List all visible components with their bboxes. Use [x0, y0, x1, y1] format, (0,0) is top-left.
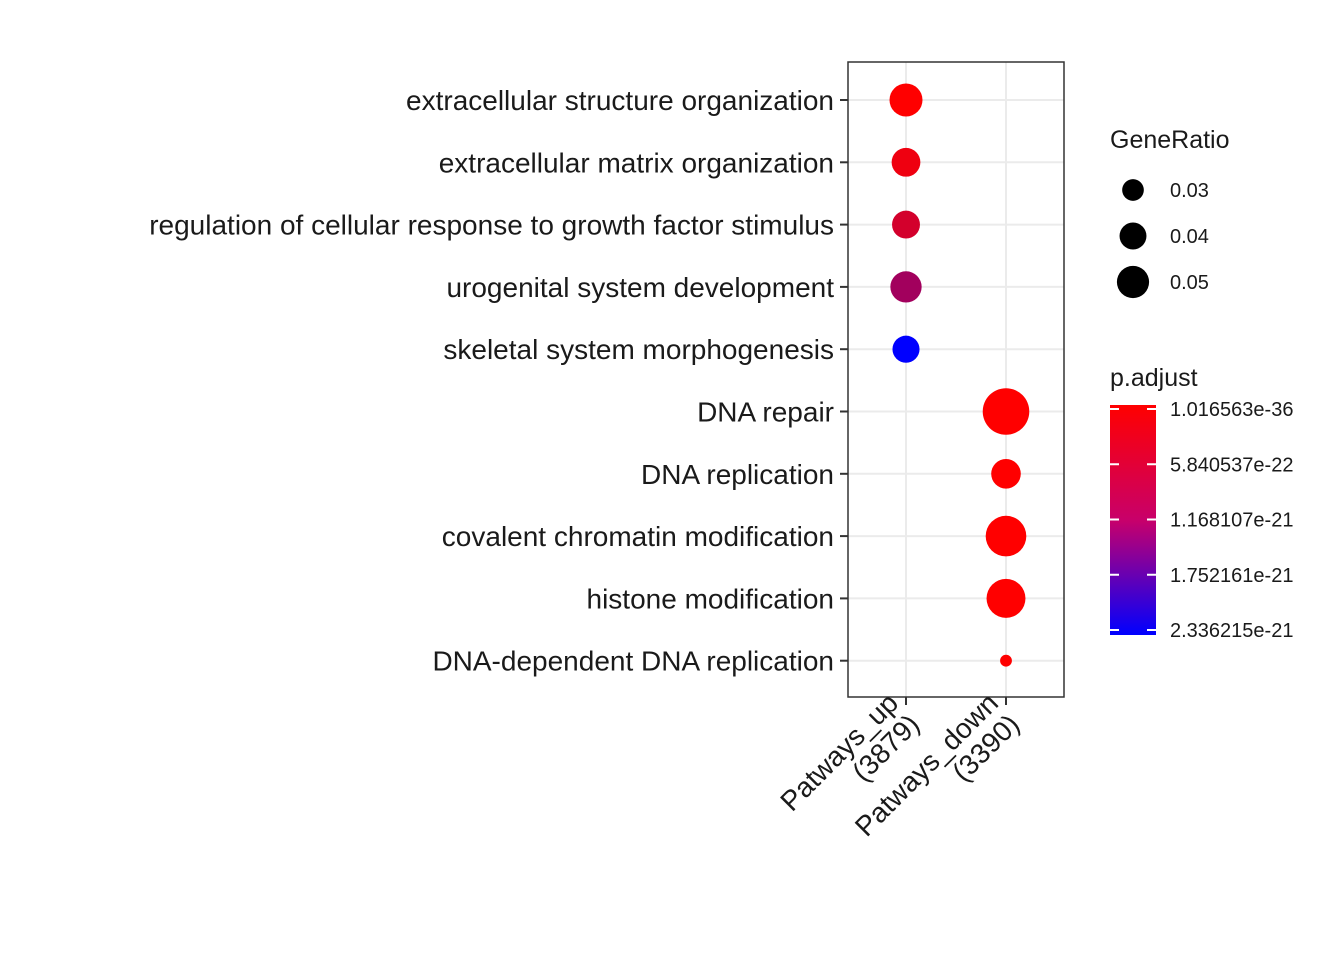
y-tick-label: extracellular matrix organization — [439, 147, 834, 178]
data-point — [1000, 654, 1012, 667]
size-legend-key — [1119, 222, 1147, 250]
size-legend-key — [1122, 179, 1144, 201]
data-point — [892, 210, 920, 239]
data-point — [891, 147, 921, 177]
y-tick-label: DNA replication — [641, 459, 834, 490]
size-legend-label: 0.04 — [1170, 226, 1209, 248]
data-point — [991, 458, 1021, 489]
data-point — [889, 83, 923, 117]
size-legend-label: 0.03 — [1170, 180, 1209, 202]
data-point — [985, 515, 1027, 557]
size-legend-title: GeneRatio — [1110, 126, 1230, 154]
y-tick-label: skeletal system morphogenesis — [443, 334, 834, 365]
y-tick-label: urogenital system development — [446, 272, 834, 303]
color-legend-title: p.adjust — [1110, 364, 1198, 392]
data-point — [892, 335, 920, 363]
color-legend-label: 2.336215e-21 — [1170, 620, 1293, 642]
color-legend-label: 1.016563e-36 — [1170, 399, 1293, 421]
y-tick-label: DNA repair — [697, 397, 834, 428]
color-legend-label: 5.840537e-22 — [1170, 454, 1293, 476]
y-tick-label: extracellular structure organization — [406, 85, 834, 116]
color-legend-label: 1.752161e-21 — [1170, 565, 1293, 587]
legend-area: GeneRatio 0.03 0.04 0.05 p.adjust 1.016563e-3… — [1110, 126, 1293, 642]
size-legend-label: 0.05 — [1170, 272, 1209, 294]
plot-area: extracellular structure organization extr… — [149, 61, 1065, 842]
data-point — [982, 388, 1030, 435]
y-tick-label: DNA-dependent DNA replication — [432, 646, 834, 677]
color-legend-label: 1.168107e-21 — [1170, 509, 1293, 531]
size-legend-key — [1116, 265, 1150, 299]
data-point — [986, 578, 1026, 618]
y-tick-label: covalent chromatin modification — [442, 521, 834, 552]
y-tick-label: regulation of cellular response to growt… — [149, 210, 834, 241]
data-point — [890, 271, 922, 303]
y-tick-label: histone modification — [587, 583, 834, 614]
x-tick-label: Patways_up(3879) — [774, 687, 925, 838]
panel-border — [847, 61, 1065, 698]
